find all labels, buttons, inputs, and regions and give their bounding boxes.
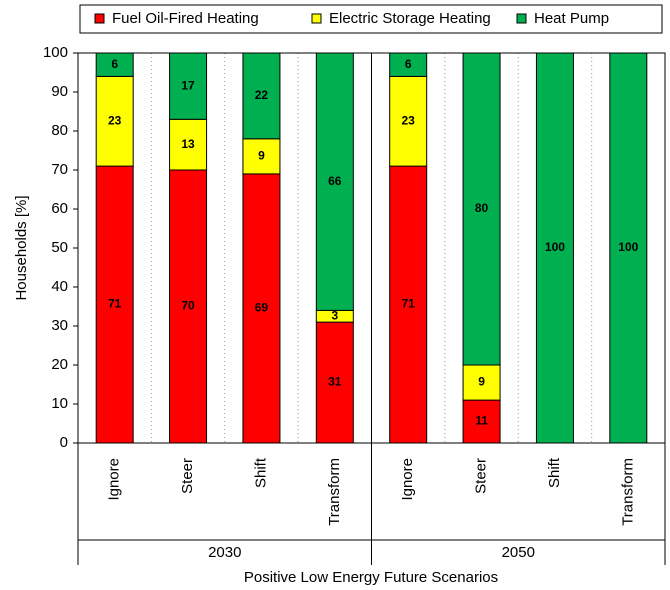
y-tick-label: 50 (51, 239, 68, 256)
x-tick-label: Ignore (399, 458, 416, 501)
legend-swatch (94, 13, 105, 24)
y-tick-label: 100 (43, 44, 68, 61)
data-label: 100 (618, 240, 638, 254)
x-tick-label: Shift (546, 457, 563, 488)
legend-label: Heat Pump (534, 10, 609, 27)
y-tick-label: 60 (51, 200, 68, 217)
y-tick-label: 10 (51, 395, 68, 412)
x-tick-label: Ignore (106, 458, 123, 501)
data-label: 69 (255, 301, 269, 315)
data-label: 80 (475, 201, 489, 215)
data-label: 6 (405, 57, 412, 71)
x-axis-title: Positive Low Energy Future Scenarios (244, 569, 498, 586)
legend-swatch (311, 13, 322, 24)
x-tick-label: Steer (179, 458, 196, 494)
data-label: 9 (258, 149, 265, 163)
data-label: 9 (478, 375, 485, 389)
bar-segment (242, 138, 281, 175)
data-label: 22 (255, 88, 269, 102)
y-tick-label: 20 (51, 356, 68, 373)
y-axis-title: Households [%] (13, 195, 30, 300)
y-tick-label: 90 (51, 83, 68, 100)
y-tick-label: 70 (51, 161, 68, 178)
data-label: 11 (475, 414, 488, 428)
legend-label: Electric Storage Heating (329, 10, 491, 27)
bar-segment (462, 364, 501, 401)
bar-segment (242, 173, 281, 444)
legend-box (79, 4, 663, 34)
data-label: 23 (402, 113, 416, 127)
data-label: 17 (181, 78, 195, 92)
data-label: 71 (108, 297, 122, 311)
bar-segment (95, 75, 134, 167)
data-label: 23 (108, 113, 122, 127)
bar-segment (535, 52, 574, 444)
y-tick-label: 80 (51, 122, 68, 139)
x-tick-label: Shift (252, 457, 269, 488)
bar-segment (169, 118, 208, 171)
x-tick-label: Steer (473, 458, 490, 494)
bar-segment (462, 52, 501, 366)
bar-segment (609, 52, 648, 444)
bar-segment (315, 321, 354, 444)
data-label: 70 (181, 299, 195, 313)
legend-label: Fuel Oil-Fired Heating (112, 10, 259, 27)
group-label: 2050 (502, 544, 535, 561)
x-tick-label: Transform (619, 458, 636, 526)
data-label: 3 (331, 308, 338, 322)
legend-swatch (516, 13, 527, 24)
x-tick-label: Transform (326, 458, 343, 526)
y-tick-label: 40 (51, 278, 68, 295)
y-tick-label: 0 (60, 434, 68, 451)
data-label: 66 (328, 174, 342, 188)
y-tick-label: 30 (51, 317, 68, 334)
data-label: 13 (181, 137, 195, 151)
group-label: 2030 (208, 544, 241, 561)
bar-segment (169, 169, 208, 444)
data-label: 71 (402, 297, 416, 311)
data-label: 6 (111, 57, 118, 71)
data-label: 100 (545, 240, 565, 254)
plot-frame (77, 52, 666, 444)
data-label: 31 (328, 375, 342, 389)
